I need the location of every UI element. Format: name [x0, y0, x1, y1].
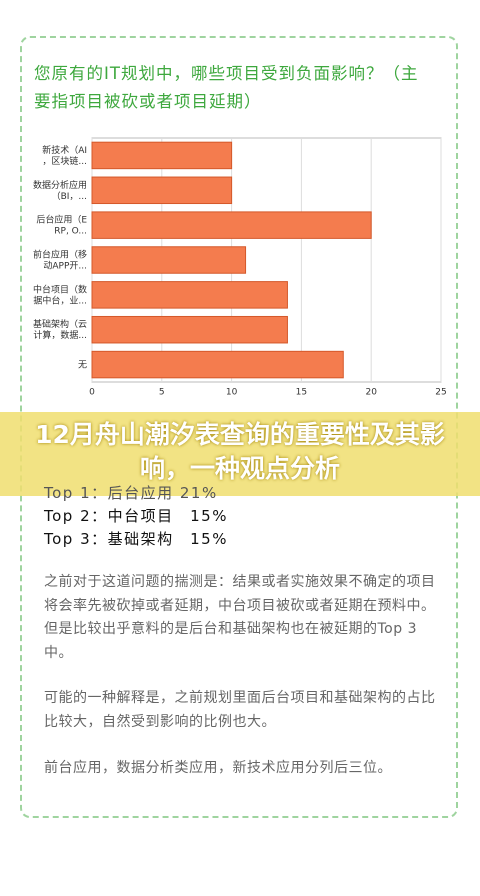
y-tick-label: 基础架构（云计算，数据... [33, 318, 87, 341]
y-tick-label: 无 [78, 359, 87, 370]
paragraph: 前台应用，数据分析类应用，新技术应用分列后三位。 [44, 760, 392, 776]
paragraph: 之前对于这道问题的揣测是：结果或者实施效果不确定的项目将会率先被砍掉或者延期，中… [44, 574, 436, 661]
top-item: Top 1：后台应用 21% [44, 484, 218, 502]
bar [91, 281, 288, 309]
paragraph: 可能的一种解释是，之前规划里面后台项目和基础架构的占比比较大，自然受到影响的比例… [44, 690, 436, 730]
bar [91, 315, 288, 344]
bar [91, 246, 247, 274]
chart: 0 5 10 15 20 25 新技术（AI ，区块链... 数据分析应用（BI，... 后台应用… [33, 137, 447, 398]
x-tick-label: 0 [89, 388, 95, 398]
y-tick-label: 数据分析应用（BI，... [33, 178, 87, 201]
bar [91, 176, 233, 205]
x-tick-label: 20 [365, 388, 377, 398]
x-tick-label: 10 [226, 388, 238, 398]
bar [91, 141, 233, 170]
y-tick-label: 前台应用（移动APP开... [33, 248, 87, 271]
x-tick-label: 5 [159, 388, 165, 398]
chart-title: 您原有的IT规划中，哪些项目受到负面影响？（主要指项目被砍或者项目延期） [34, 64, 419, 111]
bar [91, 211, 372, 239]
bar [91, 350, 344, 379]
x-tick-label: 25 [435, 388, 446, 398]
y-tick-label: 后台应用（E RP, O... [36, 213, 87, 236]
top-item: Top 2：中台项目 15% [44, 507, 228, 525]
top-item: Top 3：基础架构 15% [44, 530, 228, 548]
banner: 12月舟山潮汐表查询的重要性及其影响，一种观点分析 [0, 412, 480, 496]
y-tick-label: 中台项目（数据中台，业... [33, 283, 87, 306]
y-tick-label: 新技术（AI ，区块链... [42, 143, 87, 166]
x-tick-label: 15 [296, 388, 307, 398]
